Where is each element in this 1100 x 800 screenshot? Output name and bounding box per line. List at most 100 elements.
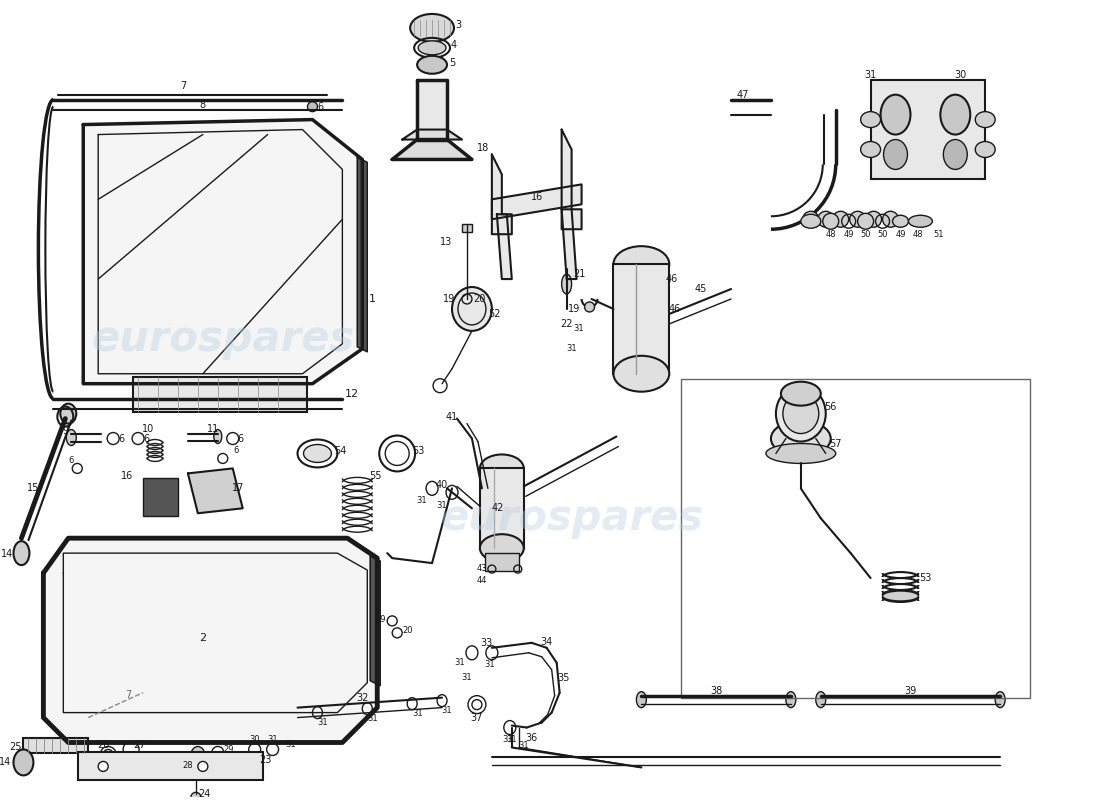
Ellipse shape	[452, 287, 492, 331]
Ellipse shape	[480, 454, 524, 482]
Ellipse shape	[213, 430, 222, 443]
Ellipse shape	[13, 750, 33, 775]
Text: 15: 15	[28, 483, 40, 494]
Text: 19: 19	[375, 615, 385, 625]
Ellipse shape	[98, 762, 108, 771]
Text: 31: 31	[566, 344, 576, 354]
Text: eurospares: eurospares	[440, 498, 703, 539]
Text: 16: 16	[530, 192, 542, 202]
Text: 29: 29	[223, 745, 234, 754]
Text: 53: 53	[411, 446, 425, 457]
Text: 32: 32	[356, 693, 369, 702]
Text: 14: 14	[0, 758, 11, 767]
Text: 4: 4	[451, 40, 458, 50]
Text: 48: 48	[913, 230, 924, 238]
Text: 28: 28	[183, 761, 194, 770]
Text: 16: 16	[121, 471, 133, 482]
Text: 39: 39	[904, 686, 916, 696]
Text: 31: 31	[267, 735, 278, 744]
Text: 12: 12	[345, 389, 360, 398]
Text: 31: 31	[411, 709, 422, 718]
Ellipse shape	[881, 94, 911, 134]
Text: 34: 34	[540, 637, 553, 647]
Ellipse shape	[13, 541, 30, 565]
Ellipse shape	[584, 302, 594, 312]
Text: 35: 35	[558, 673, 570, 682]
Text: 31: 31	[485, 660, 495, 670]
Text: 44: 44	[476, 575, 487, 585]
Text: 54: 54	[334, 446, 346, 457]
Text: eurospares: eurospares	[91, 318, 354, 360]
Ellipse shape	[198, 762, 208, 771]
Text: 31: 31	[442, 706, 452, 715]
Ellipse shape	[882, 211, 899, 227]
Text: 11: 11	[207, 423, 219, 434]
Text: 23: 23	[260, 755, 272, 766]
Text: 31: 31	[437, 501, 448, 510]
Ellipse shape	[191, 792, 201, 800]
Text: 3: 3	[455, 20, 461, 30]
Polygon shape	[371, 556, 381, 686]
Text: 19: 19	[568, 304, 580, 314]
Text: 36: 36	[526, 733, 538, 742]
Ellipse shape	[637, 692, 647, 708]
Ellipse shape	[480, 534, 524, 562]
Ellipse shape	[783, 394, 818, 434]
Ellipse shape	[776, 386, 826, 442]
Text: 55: 55	[368, 471, 382, 482]
Text: 37: 37	[471, 713, 483, 722]
Bar	[681, 378, 1030, 698]
Ellipse shape	[849, 211, 866, 227]
Polygon shape	[492, 154, 512, 234]
Ellipse shape	[562, 274, 572, 294]
Text: 6: 6	[143, 434, 150, 443]
Text: 2: 2	[199, 633, 207, 643]
Text: 22: 22	[560, 319, 573, 329]
Text: 47: 47	[737, 90, 749, 100]
Ellipse shape	[858, 214, 873, 230]
Ellipse shape	[66, 430, 76, 446]
Ellipse shape	[418, 41, 446, 55]
Bar	[78, 753, 263, 780]
Text: 30: 30	[954, 70, 967, 80]
Ellipse shape	[771, 421, 830, 457]
Text: 42: 42	[492, 503, 504, 514]
Bar	[870, 80, 986, 179]
Text: 49: 49	[895, 230, 905, 238]
Text: 41: 41	[446, 411, 458, 422]
Text: 57: 57	[829, 438, 842, 449]
Ellipse shape	[882, 591, 918, 601]
Text: 10: 10	[142, 423, 154, 434]
Ellipse shape	[766, 443, 836, 463]
Text: 7: 7	[125, 690, 131, 700]
Text: 56: 56	[825, 402, 837, 412]
Text: 31: 31	[317, 718, 328, 727]
Polygon shape	[417, 80, 447, 139]
Text: 33: 33	[481, 638, 493, 648]
Text: 25: 25	[9, 742, 22, 753]
Text: 6: 6	[233, 446, 239, 455]
Ellipse shape	[614, 356, 669, 392]
Ellipse shape	[823, 214, 838, 230]
Ellipse shape	[417, 56, 447, 74]
Ellipse shape	[816, 692, 826, 708]
Text: 13: 13	[440, 237, 452, 247]
Ellipse shape	[860, 112, 881, 127]
Polygon shape	[403, 130, 462, 139]
Text: 19: 19	[442, 294, 455, 304]
Text: 48: 48	[825, 230, 836, 238]
Text: 6: 6	[318, 102, 323, 112]
Text: 6: 6	[68, 456, 74, 465]
Polygon shape	[393, 139, 472, 159]
Text: 27: 27	[133, 741, 145, 750]
Bar	[23, 738, 88, 754]
Text: 50: 50	[860, 230, 871, 238]
Ellipse shape	[866, 211, 881, 227]
Bar	[143, 478, 178, 516]
Bar	[614, 264, 669, 374]
Polygon shape	[188, 469, 243, 514]
Text: 31: 31	[503, 735, 513, 744]
Polygon shape	[84, 119, 362, 384]
Text: 38: 38	[710, 686, 723, 696]
Ellipse shape	[976, 112, 996, 127]
